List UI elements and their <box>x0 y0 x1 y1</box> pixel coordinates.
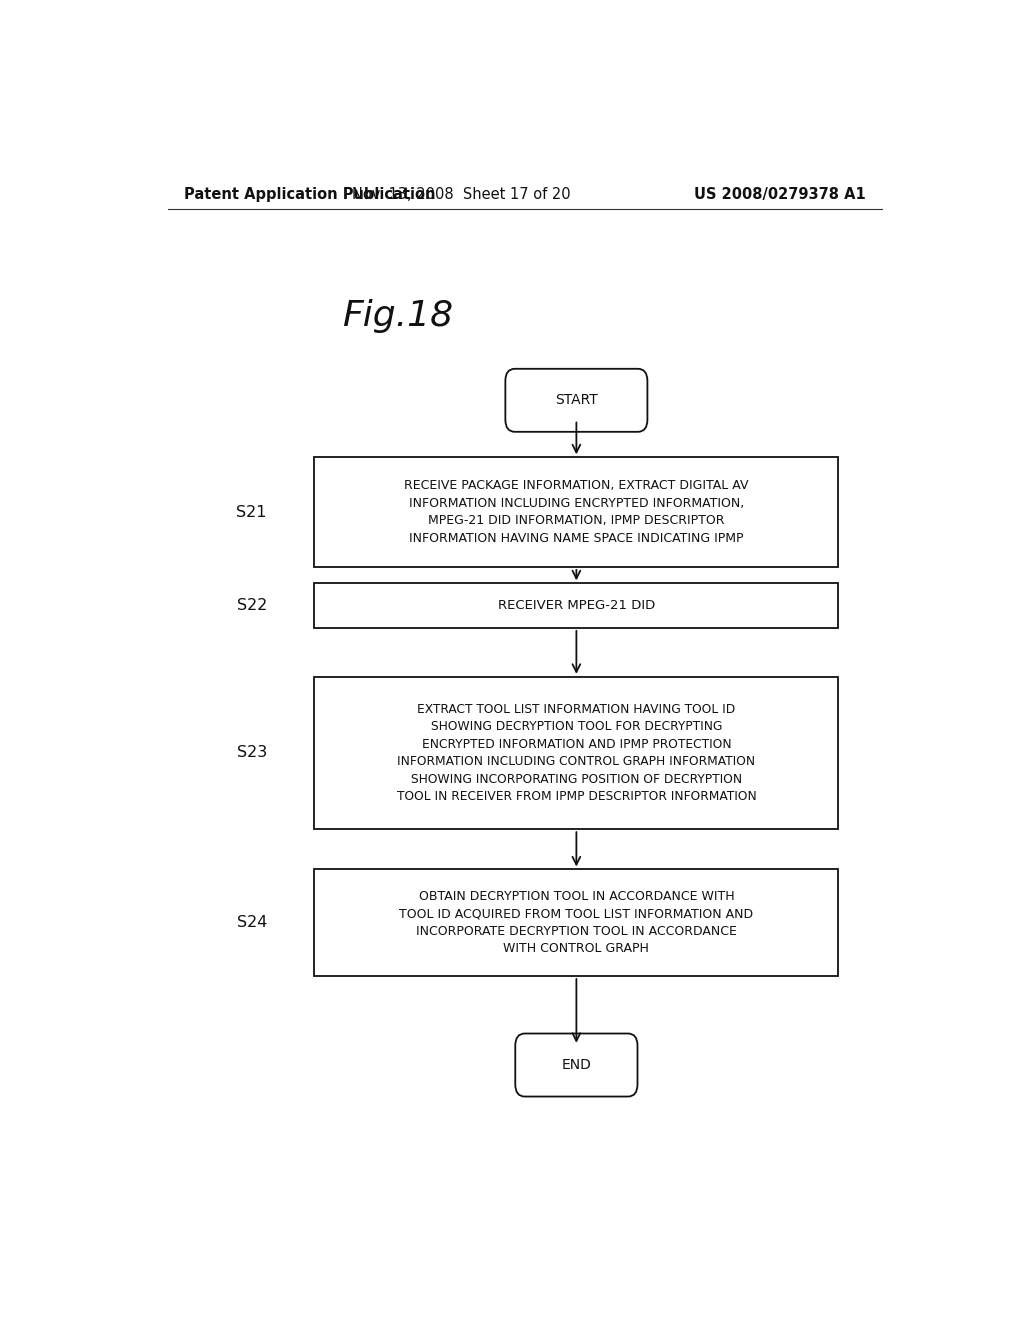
Text: Patent Application Publication: Patent Application Publication <box>183 187 435 202</box>
Text: S24: S24 <box>237 915 267 931</box>
FancyBboxPatch shape <box>314 583 839 628</box>
FancyBboxPatch shape <box>314 677 839 829</box>
FancyBboxPatch shape <box>515 1034 638 1097</box>
Text: S22: S22 <box>237 598 267 612</box>
Text: US 2008/0279378 A1: US 2008/0279378 A1 <box>694 187 866 202</box>
FancyBboxPatch shape <box>314 870 839 975</box>
Text: S23: S23 <box>237 746 267 760</box>
FancyBboxPatch shape <box>506 368 647 432</box>
Text: RECEIVE PACKAGE INFORMATION, EXTRACT DIGITAL AV
INFORMATION INCLUDING ENCRYPTED : RECEIVE PACKAGE INFORMATION, EXTRACT DIG… <box>404 479 749 545</box>
Text: RECEIVER MPEG-21 DID: RECEIVER MPEG-21 DID <box>498 599 655 612</box>
Text: S21: S21 <box>237 504 267 520</box>
Text: EXTRACT TOOL LIST INFORMATION HAVING TOOL ID
SHOWING DECRYPTION TOOL FOR DECRYPT: EXTRACT TOOL LIST INFORMATION HAVING TOO… <box>396 702 757 804</box>
FancyBboxPatch shape <box>314 457 839 568</box>
Text: Fig.18: Fig.18 <box>342 298 454 333</box>
Text: Nov. 13, 2008  Sheet 17 of 20: Nov. 13, 2008 Sheet 17 of 20 <box>352 187 570 202</box>
Text: OBTAIN DECRYPTION TOOL IN ACCORDANCE WITH
TOOL ID ACQUIRED FROM TOOL LIST INFORM: OBTAIN DECRYPTION TOOL IN ACCORDANCE WIT… <box>399 890 754 956</box>
Text: END: END <box>561 1059 591 1072</box>
Text: START: START <box>555 393 598 408</box>
